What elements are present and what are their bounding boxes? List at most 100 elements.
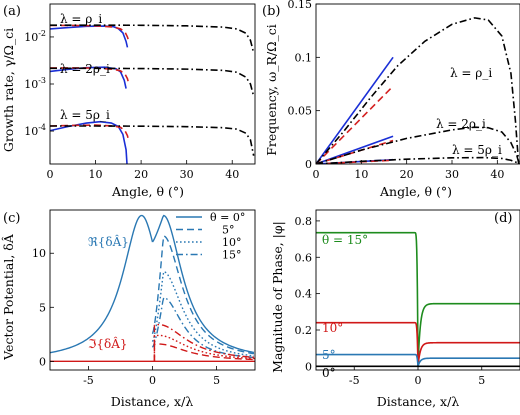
panel-c-real-right-1 bbox=[151, 235, 255, 355]
panel-d-label: (d) bbox=[494, 211, 512, 226]
panel-b-annotation-5rho: λ = 5ρ_i bbox=[452, 143, 502, 157]
panel-a-line-1 bbox=[50, 24, 130, 42]
panel-d-annotation-10deg: 10° bbox=[322, 321, 343, 335]
panel-b-line-2 bbox=[316, 17, 520, 164]
panel-b-annotation-rho: λ = ρ_i bbox=[450, 66, 492, 80]
panel-c-ylabel: Vector Potential, δÂ bbox=[1, 233, 16, 361]
panel-c-xtick-label: 0 bbox=[149, 374, 156, 387]
panel-a-ytick-label: 10-2 bbox=[24, 29, 46, 44]
panel-d-xtick-label: 0 bbox=[415, 374, 422, 387]
panel-b-ytick-label: 0.05 bbox=[288, 105, 313, 118]
panel-d-annotation-0deg: 0° bbox=[322, 366, 336, 380]
panel-c-real-right-2 bbox=[151, 270, 255, 357]
panel-b-ytick-label: 0.15 bbox=[288, 0, 313, 11]
panel-b-ytick-label: 0.1 bbox=[295, 51, 313, 64]
panel-b-xtick-label: 20 bbox=[400, 168, 414, 181]
panel-c-ytick-label: 0 bbox=[39, 355, 46, 368]
panel-b-xtick-label: 30 bbox=[445, 168, 459, 181]
panel-c: (c) -5 0 5 0 5 10 Distance, x/λ Vector Potent… bbox=[1, 209, 256, 409]
panel-a-line-6 bbox=[50, 120, 128, 164]
panel-a-line-4 bbox=[50, 67, 130, 85]
panel-d-line-0 bbox=[316, 231, 520, 368]
panel-d-ticks: -5 0 5 0 0.2 0.4 0.6 0.8 bbox=[295, 215, 486, 387]
panel-d-series bbox=[316, 231, 520, 368]
panel-d-ytick-label: 0.2 bbox=[295, 324, 313, 337]
panel-c-xlabel: Distance, x/λ bbox=[111, 394, 194, 409]
panel-d-ytick-label: 0.8 bbox=[295, 215, 313, 228]
panel-b-xlabel: Angle, θ (°) bbox=[379, 184, 452, 199]
panel-b: (b) 0 10 20 30 40 0 0.05 0.1 0.15 Angle, θ (°) F… bbox=[262, 0, 520, 199]
panel-b-line-1 bbox=[316, 85, 394, 164]
panel-b-ticks: 0 10 20 30 40 0 0.05 0.1 0.15 bbox=[288, 0, 505, 181]
panel-a-series bbox=[50, 24, 255, 164]
panel-c-imag-right-1 bbox=[153, 343, 255, 362]
panel-a-xlabel: Angle, θ (°) bbox=[111, 184, 184, 199]
panel-b-line-7 bbox=[316, 159, 394, 164]
panel-a-xtick-label: 20 bbox=[134, 168, 148, 181]
panel-d-annotation-15deg: θ = 15° bbox=[322, 233, 368, 247]
panel-a-xtick-label: 10 bbox=[89, 168, 103, 181]
panel-a-ytick-label: 10-4 bbox=[24, 123, 46, 138]
panel-c-xtick-label: 5 bbox=[213, 374, 220, 387]
panel-d-xtick-label: 5 bbox=[478, 374, 485, 387]
panel-b-ylabel: Frequency, ω_R/Ω_ci bbox=[264, 24, 279, 156]
panel-c-legend-label-1: 5° bbox=[222, 224, 235, 237]
panel-b-label: (b) bbox=[262, 4, 280, 19]
panel-a-label: (a) bbox=[3, 4, 21, 19]
panel-a-line-2 bbox=[50, 24, 254, 52]
panel-d-ytick-label: 0.4 bbox=[295, 288, 313, 301]
panel-a-xtick-label: 0 bbox=[47, 168, 54, 181]
panel-a-line-0 bbox=[50, 25, 129, 48]
panel-a-annotation-2rho: λ = 2ρ_i bbox=[60, 62, 110, 76]
panel-b-xtick-label: 0 bbox=[313, 168, 320, 181]
panel-b-xtick-label: 10 bbox=[354, 168, 368, 181]
panel-d-annotation-5deg: 5° bbox=[322, 348, 336, 362]
panel-c-ticks: -5 0 5 0 5 10 bbox=[32, 247, 220, 387]
panel-c-label: (c) bbox=[3, 211, 20, 226]
panel-a-xtick-label: 40 bbox=[225, 168, 239, 181]
panel-a-ylabel: Growth rate, γ/Ω_ci bbox=[1, 28, 16, 152]
panel-c-series bbox=[50, 214, 255, 363]
panel-c-real-right-0 bbox=[151, 214, 255, 354]
panel-b-ytick-label: 0 bbox=[305, 158, 312, 171]
panel-d-line-1 bbox=[316, 321, 520, 368]
panel-a-line-7 bbox=[50, 124, 130, 142]
panel-b-annotation-2rho: λ = 2ρ_i bbox=[436, 117, 486, 131]
panel-a-frame bbox=[49, 3, 256, 165]
panel-a-line-8 bbox=[50, 125, 255, 156]
panel-d-xtick-label: -5 bbox=[349, 374, 360, 387]
panel-c-legend-label-0: θ = 0° bbox=[210, 211, 245, 224]
panel-c-xtick-label: -5 bbox=[83, 374, 94, 387]
panel-a-annotation-rho: λ = ρ_i bbox=[60, 12, 102, 26]
panel-b-line-4 bbox=[316, 139, 394, 164]
panel-d-ytick-label: 0 bbox=[305, 360, 312, 373]
panel-c-legend-label-2: 10° bbox=[222, 236, 242, 249]
panel-c-annotation-imag: ℑ{δÂ} bbox=[88, 336, 128, 351]
panel-d-ylabel: Magnitude of Phase, |φ| bbox=[270, 221, 285, 373]
panel-c-annotation-real: ℜ{δÂ} bbox=[88, 234, 129, 249]
panel-c-legend: θ = 0°5°10°15° bbox=[176, 211, 245, 262]
panel-c-legend-label-3: 15° bbox=[222, 249, 242, 262]
panel-b-line-8 bbox=[316, 156, 520, 164]
panel-a-ticks: 0 10 20 30 40 10-2 10-3 10-4 bbox=[24, 29, 239, 181]
panel-c-ytick-label: 10 bbox=[32, 247, 46, 260]
panel-b-frame bbox=[315, 3, 520, 165]
panel-a-xtick-label: 30 bbox=[180, 168, 194, 181]
panel-b-series bbox=[316, 17, 520, 164]
panel-c-imag-right-2 bbox=[153, 334, 255, 362]
panel-c-ytick-label: 5 bbox=[39, 301, 46, 314]
panel-a-ytick-label: 10-3 bbox=[24, 76, 46, 91]
panel-a-line-5 bbox=[50, 67, 254, 95]
panel-c-real-left bbox=[50, 214, 154, 354]
panel-d-line-2 bbox=[316, 353, 520, 368]
panel-d-xlabel: Distance, x/λ bbox=[377, 394, 460, 409]
panel-a-annotation-5rho: λ = 5ρ_i bbox=[60, 108, 110, 122]
panel-a: (a) 0 10 20 30 40 10-2 10-3 10-4 Angle, θ (°) G… bbox=[1, 3, 256, 199]
panel-b-xtick-label: 40 bbox=[490, 168, 504, 181]
panel-c-real-right-3 bbox=[151, 296, 255, 359]
panel-c-imag-right-3 bbox=[153, 323, 255, 362]
panel-b-line-0 bbox=[316, 56, 394, 164]
panel-d-ytick-label: 0.6 bbox=[295, 251, 313, 264]
panel-d: (d) -5 0 5 0 0.2 0.4 0.6 0.8 Distance, x/λ Magn… bbox=[270, 209, 520, 409]
